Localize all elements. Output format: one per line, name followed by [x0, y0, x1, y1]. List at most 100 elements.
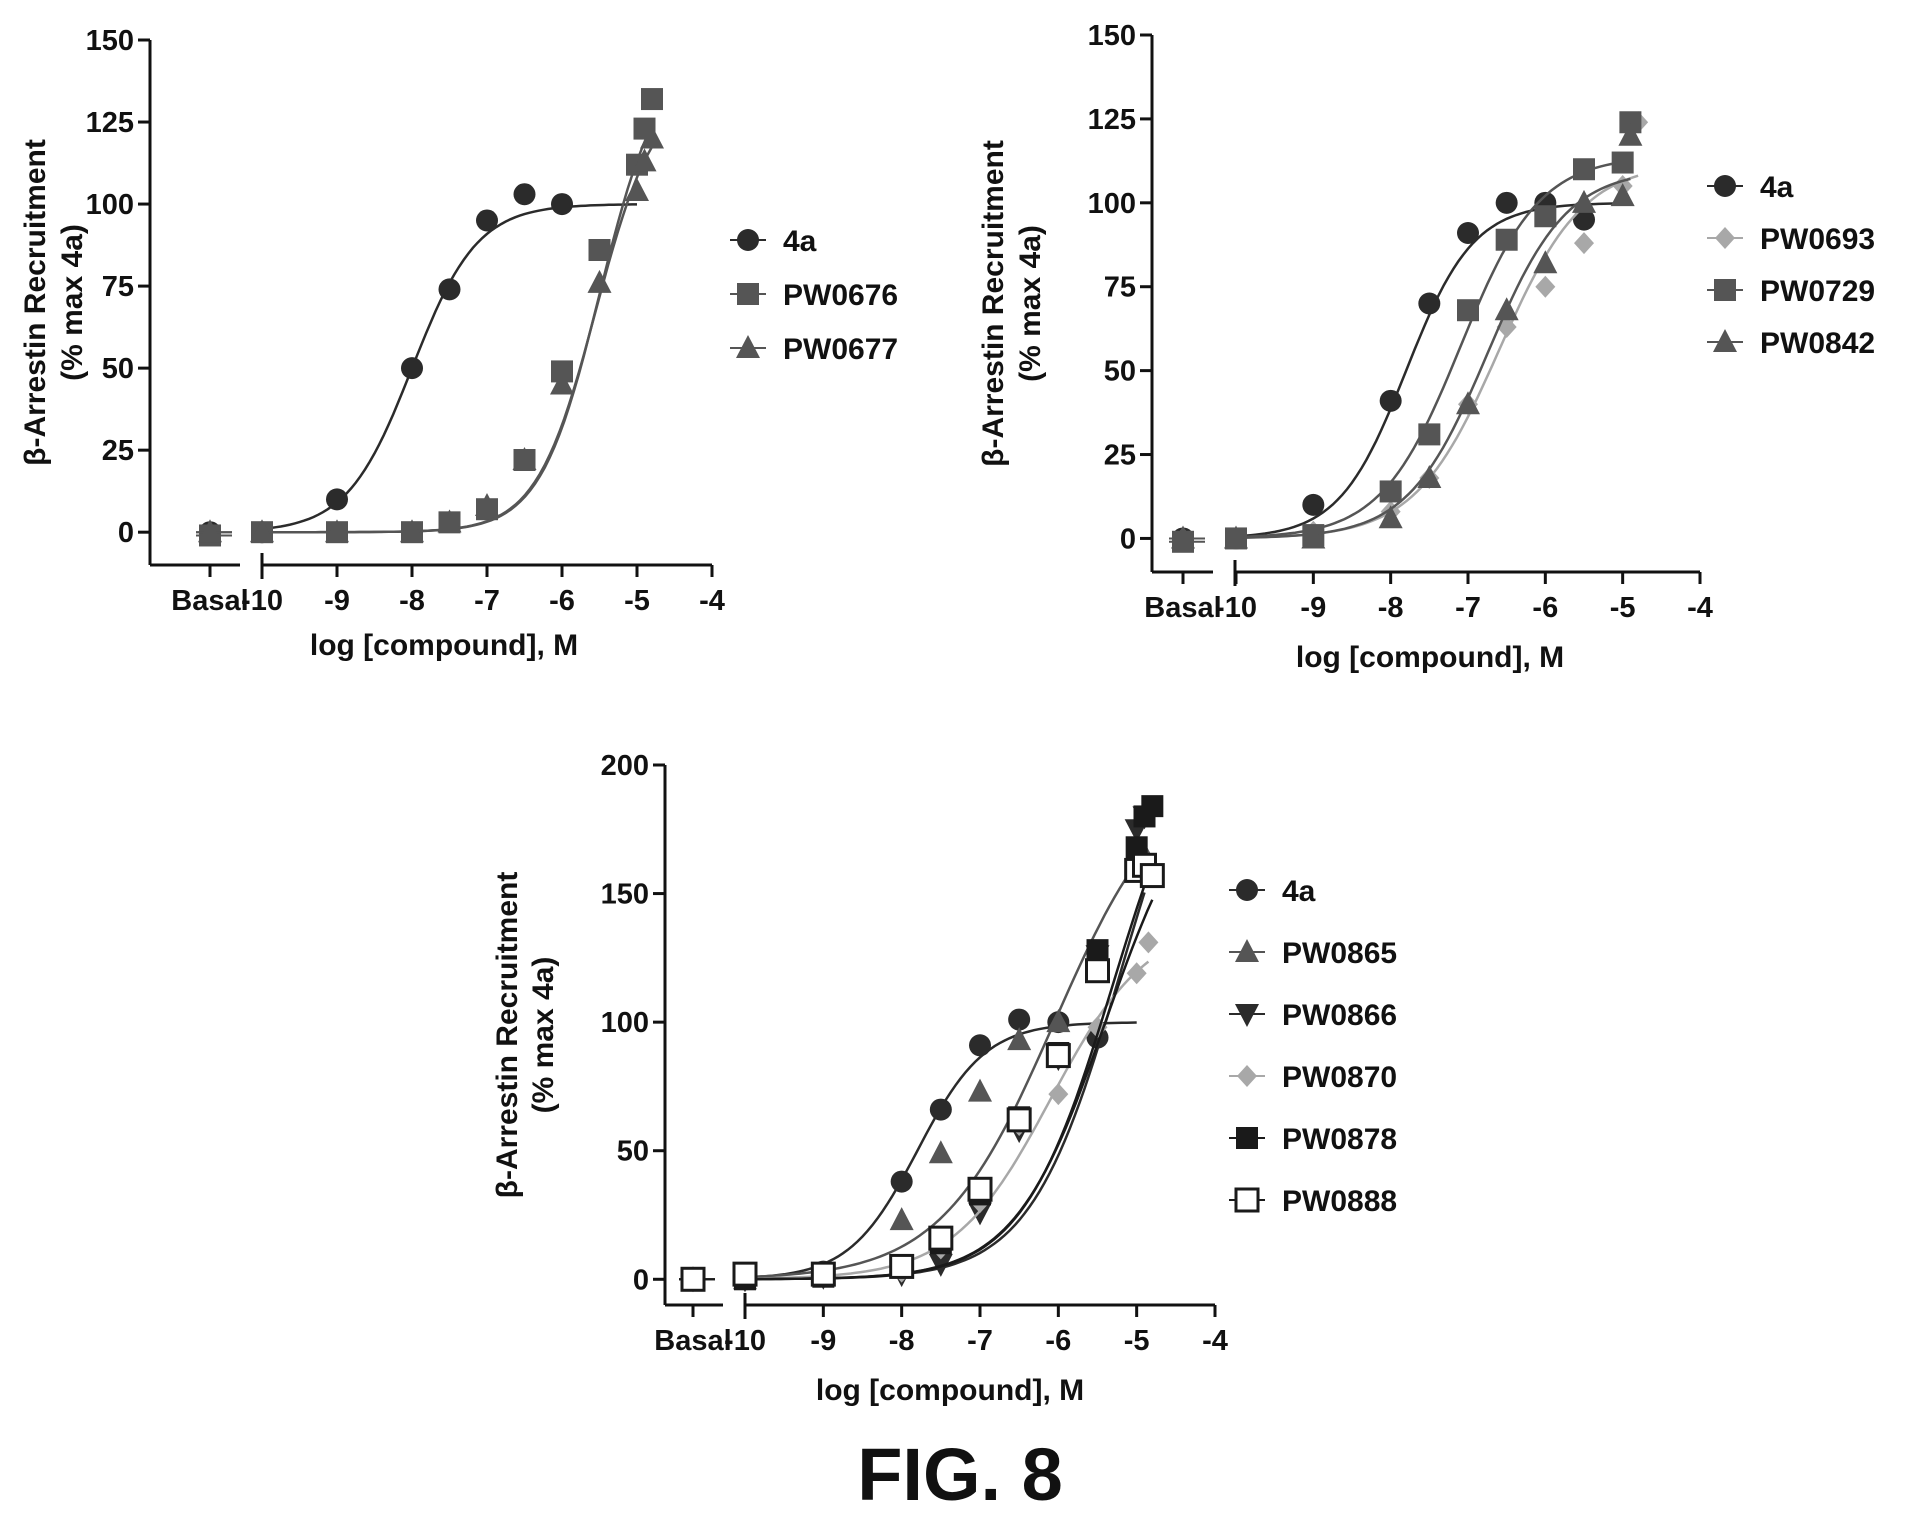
- data-point-pw0729: [1457, 299, 1479, 322]
- data-point-pw0677: [632, 148, 657, 172]
- legend-label: PW0842: [1760, 327, 1875, 360]
- data-point-pw0865: [968, 1078, 992, 1102]
- legend: 4a PW0676 PW0677: [730, 225, 898, 366]
- x-tick-label: -10: [1215, 592, 1257, 624]
- data-point-4a: [438, 278, 461, 301]
- data-point-pw0693: [1535, 275, 1556, 298]
- data-point-4a: [1573, 208, 1595, 231]
- data-point-4a: [890, 1170, 913, 1193]
- y-axis-title-line2: (% max 4a): [1014, 225, 1047, 382]
- data-point-pw0729: [1619, 111, 1642, 134]
- x-tick-label: -4: [1202, 1325, 1228, 1357]
- y-tick-label: 0: [1120, 523, 1136, 555]
- fit-curve-pw0729: [1235, 159, 1631, 539]
- legend-marker-4a: [737, 229, 759, 251]
- y-axis-title-line1: β-Arrestin Recruitment: [19, 139, 52, 466]
- data-point-pw0870: [1126, 962, 1147, 985]
- data-point-4a: [1418, 292, 1441, 315]
- basal-point-pw0888: [680, 1266, 706, 1292]
- legend-marker-pw0888: [1234, 1187, 1260, 1213]
- x-axis-title: log [compound], M: [816, 1374, 1084, 1407]
- y-tick-label: 125: [86, 107, 134, 139]
- data-point-pw0729: [1495, 228, 1518, 251]
- figure-caption: FIG. 8: [857, 1433, 1063, 1516]
- x-axis-title: log [compound], M: [1296, 641, 1564, 674]
- data-point-pw0729: [1573, 158, 1595, 181]
- x-axis-title: log [compound], M: [310, 629, 578, 662]
- x-tick-label: -4: [1687, 592, 1713, 624]
- y-tick-label: 0: [118, 517, 134, 549]
- y-tick-label: 50: [102, 353, 134, 385]
- y-tick-label: 100: [86, 189, 134, 221]
- y-tick-label: 125: [1088, 104, 1136, 136]
- legend-label: PW0866: [1282, 999, 1397, 1032]
- data-point-pw0842: [1224, 525, 1248, 549]
- legend-label: PW0677: [783, 333, 898, 366]
- fit-curve-pw0865: [744, 851, 1146, 1279]
- data-point-pw0842: [1572, 189, 1596, 213]
- x-tick-label: -6: [1045, 1325, 1071, 1357]
- series-pw0729: [1169, 111, 1642, 553]
- data-point-4a: [969, 1034, 991, 1057]
- legend-marker-pw0677: [736, 335, 760, 358]
- y-tick-label: 200: [601, 750, 649, 782]
- data-point-pw0878: [1141, 795, 1164, 818]
- x-tick-label: -8: [1378, 592, 1404, 624]
- data-point-4a: [929, 1098, 952, 1121]
- x-tick-label: -7: [474, 585, 500, 617]
- legend-marker-pw0693: [1715, 227, 1735, 249]
- x-tick-label: -5: [624, 585, 650, 617]
- y-tick-label: 75: [102, 271, 134, 303]
- y-tick-label: 75: [1104, 272, 1136, 304]
- x-tick-label: -7: [1455, 592, 1481, 624]
- data-point-pw0842: [1494, 297, 1519, 321]
- data-point-pw0842: [1417, 465, 1442, 489]
- data-point-4a: [1008, 1008, 1031, 1031]
- legend-marker-4a: [1714, 175, 1736, 197]
- data-point-pw0888: [889, 1253, 915, 1279]
- data-point-pw0870: [1138, 931, 1159, 954]
- data-point-4a: [551, 193, 573, 216]
- y-tick-label: 100: [601, 1007, 649, 1039]
- fit-curve-pw0866: [745, 892, 1146, 1281]
- x-tick-label: -10: [724, 1325, 766, 1357]
- fit-curve-pw0842: [1235, 177, 1631, 540]
- y-tick-label: 25: [102, 435, 134, 467]
- data-point-pw0677: [325, 519, 349, 543]
- data-point-pw0677: [625, 177, 649, 201]
- data-point-pw0842: [1610, 183, 1635, 207]
- data-point-4a: [1379, 389, 1402, 412]
- legend-marker-pw0866: [1235, 1004, 1259, 1027]
- data-point-pw0676: [641, 88, 663, 111]
- data-point-pw0888: [1085, 958, 1110, 984]
- legend-marker-pw0878: [1236, 1127, 1258, 1149]
- data-point-pw0888: [928, 1225, 954, 1251]
- x-tick-label: -10: [241, 585, 283, 617]
- chart-panel-top-right: 0 25 50 75 100 125 150 Basal-10 -9 -8 -7 -6 -5 -4 β-Ar…: [977, 20, 1875, 674]
- legend-label: 4a: [783, 225, 817, 258]
- data-point-pw0865: [1046, 1009, 1071, 1033]
- y-tick-label: 100: [1088, 188, 1136, 220]
- x-tick-label: -5: [1124, 1325, 1150, 1357]
- y-tick-label: 150: [601, 879, 649, 911]
- legend-label: PW0888: [1282, 1185, 1397, 1218]
- legend-marker-pw0870: [1237, 1065, 1257, 1087]
- basal-point-pw0842: [1171, 525, 1195, 549]
- x-tick-label-basal: Basal: [171, 585, 248, 617]
- chart-panel-bottom: 0 50 100 150 200 Basal-10 -9 -8 -7 -6 -5 -4 β-Arrest…: [491, 750, 1397, 1407]
- series-pw0866: [679, 806, 1157, 1293]
- data-point-4a: [476, 209, 498, 232]
- data-point-pw0870: [1048, 1083, 1069, 1106]
- data-point-pw0888: [810, 1261, 836, 1287]
- y-axis-title-line1: β-Arrestin Recruitment: [977, 140, 1010, 467]
- data-point-4a: [1457, 222, 1479, 245]
- data-point-pw0866: [968, 1202, 992, 1226]
- x-tick-label: -9: [1300, 592, 1326, 624]
- y-tick-label: 50: [1104, 356, 1136, 388]
- data-point-pw0888: [1045, 1043, 1071, 1069]
- data-point-pw0842: [1533, 250, 1558, 274]
- data-point-pw0677: [475, 492, 499, 516]
- legend-label: PW0729: [1760, 275, 1875, 308]
- data-point-pw0677: [512, 447, 537, 470]
